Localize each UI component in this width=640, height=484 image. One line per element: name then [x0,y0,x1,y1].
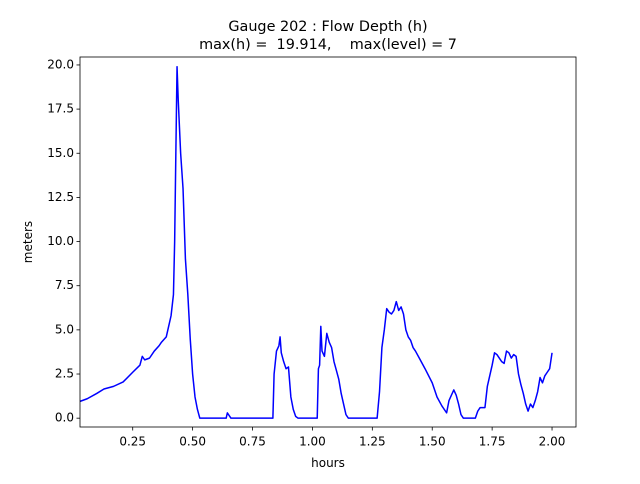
y-tick-label: 7.5 [55,278,74,292]
y-tick-label: 5.0 [55,322,74,336]
x-tick-label: 1.25 [359,435,386,449]
y-tick-label: 10.0 [47,234,74,248]
y-tick-label: 2.5 [55,367,74,381]
y-tick-label: 17.5 [47,102,74,116]
x-tick-label: 1.75 [479,435,506,449]
x-tick-label: 0.50 [179,435,206,449]
data-line [79,65,553,419]
x-tick-label: 1.00 [299,435,326,449]
x-tick-label: 2.00 [539,435,566,449]
y-tick-label: 15.0 [47,146,74,160]
y-tick-label: 12.5 [47,190,74,204]
chart-subtitle: max(h) = 19.914, max(level) = 7 [199,37,457,53]
y-tick-label: 0.0 [55,411,74,425]
chart-title: Gauge 202 : Flow Depth (h) [228,19,427,35]
y-tick-label: 20.0 [47,57,74,71]
x-tick-label: 0.25 [119,435,146,449]
y-axis-label: meters [21,221,35,263]
x-axis-label: hours [311,456,345,470]
x-tick-label: 0.75 [239,435,266,449]
plot-frame [79,56,577,428]
x-tick-label: 1.50 [419,435,446,449]
